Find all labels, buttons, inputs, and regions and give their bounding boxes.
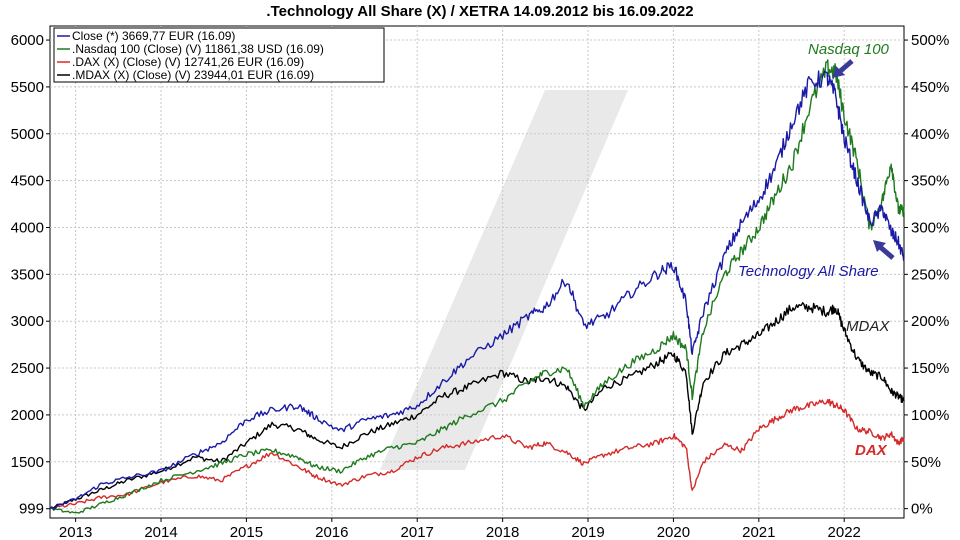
x-axis: 2013 2014 2015 2016 2017 2018 2019 2020 2021 2022 xyxy=(59,518,861,540)
left-tick-label: 3000 xyxy=(11,313,44,330)
chart-title: .Technology All Share (X) / XETRA 14.09.… xyxy=(266,3,693,20)
x-tick-label: 2017 xyxy=(401,524,434,540)
right-tick-label: 400% xyxy=(911,126,949,143)
x-tick-label: 2018 xyxy=(486,524,519,540)
legend-dax: .DAX (X) (Close) (V) 12741,26 EUR (16.09… xyxy=(72,55,304,69)
left-tick-label: 5500 xyxy=(11,79,44,96)
series-line-dax xyxy=(49,398,905,510)
legend: Close (*) 3669,77 EUR (16.09) .Nasdaq 10… xyxy=(53,27,385,83)
left-tick-label: 4000 xyxy=(11,219,44,236)
arrow-icon-nasdaq xyxy=(832,59,854,78)
x-tick-label: 2022 xyxy=(828,524,861,540)
left-tick-label: 4500 xyxy=(11,173,44,190)
left-tick-label: 6000 xyxy=(11,32,44,49)
annotation-nasdaq: Nasdaq 100 xyxy=(808,41,890,58)
annotation-mdax: MDAX xyxy=(846,318,890,335)
left-axis: 999 1500 2000 2500 3000 3500 4000 4500 5000 5500 6… xyxy=(11,32,50,518)
right-tick-label: 100% xyxy=(911,407,949,424)
arrow-icon-technology xyxy=(873,240,895,260)
watermark-logo xyxy=(380,90,628,470)
x-tick-label: 2020 xyxy=(657,524,690,540)
right-tick-label: 300% xyxy=(911,219,949,236)
right-tick-label: 50% xyxy=(911,454,941,471)
legend-mdax: .MDAX (X) (Close) (V) 23944,01 EUR (16.0… xyxy=(72,68,314,82)
x-tick-label: 2015 xyxy=(230,524,263,540)
x-tick-label: 2019 xyxy=(571,524,604,540)
left-tick-label: 2500 xyxy=(11,360,44,377)
x-tick-label: 2021 xyxy=(742,524,775,540)
right-tick-label: 450% xyxy=(911,79,949,96)
annotation-dax: DAX xyxy=(855,442,888,459)
right-tick-label: 200% xyxy=(911,313,949,330)
right-tick-label: 0% xyxy=(911,501,933,518)
right-tick-label: 350% xyxy=(911,173,949,190)
left-tick-label: 3500 xyxy=(11,266,44,283)
right-tick-label: 150% xyxy=(911,360,949,377)
left-tick-label: 2000 xyxy=(11,407,44,424)
right-tick-label: 500% xyxy=(911,32,949,49)
right-tick-label: 250% xyxy=(911,266,949,283)
series-line-technology-all-share xyxy=(49,70,905,510)
left-tick-label: 999 xyxy=(19,501,44,518)
x-tick-label: 2013 xyxy=(59,524,92,540)
left-tick-label: 1500 xyxy=(11,454,44,471)
right-axis: 0% 50% 100% 150% 200% 250% 300% 350% 400% 450% 500… xyxy=(904,32,949,518)
series-lines xyxy=(49,59,905,514)
x-tick-label: 2016 xyxy=(315,524,348,540)
x-tick-label: 2014 xyxy=(144,524,177,540)
legend-nasdaq: .Nasdaq 100 (Close) (V) 11861,38 USD (16… xyxy=(72,42,324,56)
plot-frame xyxy=(49,25,905,519)
left-tick-label: 5000 xyxy=(11,126,44,143)
annotation-technology: Technology All Share xyxy=(738,263,879,280)
legend-tech: Close (*) 3669,77 EUR (16.09) xyxy=(72,29,235,43)
